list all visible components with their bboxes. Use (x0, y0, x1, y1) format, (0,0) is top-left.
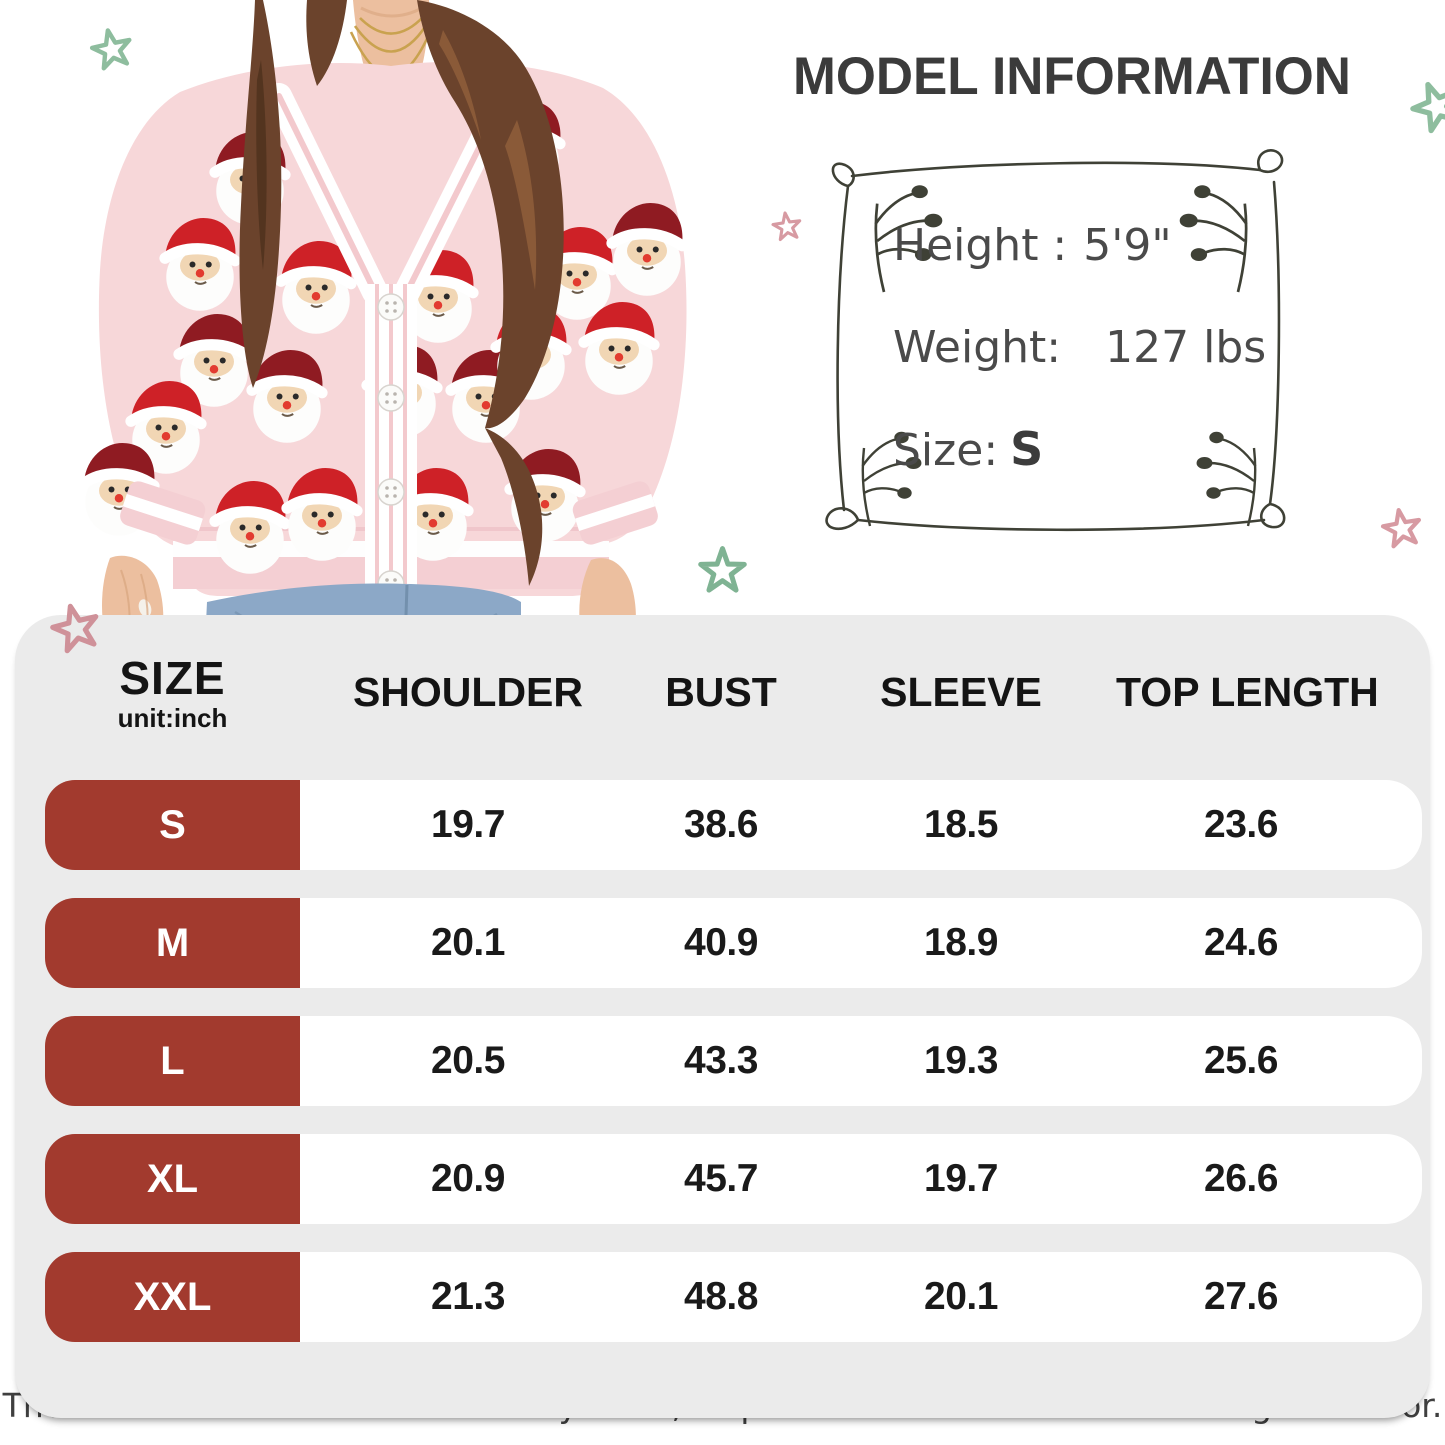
model-photo (55, 0, 755, 645)
col-header-sleeve: SLEEVE (880, 669, 1042, 715)
cuff-left (120, 481, 206, 545)
sleeve-value: 19.7 (924, 1157, 998, 1200)
table-header: SIZE unit:inch SHOULDER BUST SLEEVE TOP … (45, 655, 1379, 731)
top-length-value: 25.6 (1204, 1039, 1278, 1082)
size-badge: XXL (45, 1252, 300, 1342)
shoulder-value: 20.5 (431, 1039, 505, 1082)
star-icon (50, 603, 99, 654)
shoulder-value: 20.9 (431, 1157, 505, 1200)
size-label: Size: (893, 425, 999, 476)
size-chart-table: SIZE unit:inch SHOULDER BUST SLEEVE TOP … (15, 615, 1430, 1418)
size-badge: S (45, 780, 300, 870)
unit-note: unit:inch (117, 703, 228, 733)
model-info-title: MODEL INFORMATION (793, 47, 1351, 106)
star-icon (698, 546, 747, 593)
top-length-value: 27.6 (1204, 1275, 1278, 1318)
model-hair (239, 0, 564, 586)
model-weight: Weight: 127 lbs (893, 322, 1266, 373)
size-badge: L (45, 1016, 300, 1106)
sleeve-value: 18.5 (924, 803, 998, 846)
table-row: XL 20.9 45.7 19.7 26.6 (45, 1134, 1422, 1224)
sleeve-value: 19.3 (924, 1039, 998, 1082)
table-row: L 20.5 43.3 19.3 25.6 (45, 1016, 1422, 1106)
col-header-shoulder: SHOULDER (352, 669, 584, 715)
star-icon (771, 211, 802, 242)
star-icon (1410, 81, 1445, 134)
col-header-size: SIZE unit:inch (45, 655, 300, 731)
sleeve-value: 18.9 (924, 921, 998, 964)
cuff-right (572, 481, 658, 545)
table-row: M 20.1 40.9 18.9 24.6 (45, 898, 1422, 988)
height-value: 5'9" (1083, 220, 1172, 271)
size-badge: M (45, 898, 300, 988)
shoulder-value: 19.7 (431, 803, 505, 846)
bust-value: 38.6 (684, 803, 758, 846)
table-row: XXL 21.3 48.8 20.1 27.6 (45, 1252, 1422, 1342)
top-length-value: 23.6 (1204, 803, 1278, 846)
top-length-value: 24.6 (1204, 921, 1278, 964)
weight-value: 127 lbs (1105, 322, 1267, 373)
info-frame (825, 149, 1286, 532)
star-icon (89, 28, 132, 71)
shoulder-value: 21.3 (431, 1275, 505, 1318)
height-label: Height : (893, 220, 1068, 271)
star-icon (1380, 508, 1422, 549)
size-badge: XL (45, 1134, 300, 1224)
bust-value: 40.9 (684, 921, 758, 964)
sleeve-value: 20.1 (924, 1275, 998, 1318)
top-length-value: 26.6 (1204, 1157, 1278, 1200)
model-height: Height : 5'9" (893, 220, 1172, 271)
size-value: S (1010, 422, 1044, 476)
col-header-top-length: TOP LENGTH (1116, 669, 1379, 715)
berry-sprig (861, 185, 1257, 527)
bust-value: 48.8 (684, 1275, 758, 1318)
bust-value: 45.7 (684, 1157, 758, 1200)
weight-label: Weight: (893, 322, 1062, 373)
shoulder-value: 20.1 (431, 921, 505, 964)
bust-value: 43.3 (684, 1039, 758, 1082)
table-body: S 19.7 38.6 18.5 23.6 M 20.1 40.9 18.9 2… (45, 780, 1422, 1370)
model-size: Size: S (893, 422, 1043, 476)
col-header-bust: BUST (665, 669, 777, 715)
table-row: S 19.7 38.6 18.5 23.6 (45, 780, 1422, 870)
